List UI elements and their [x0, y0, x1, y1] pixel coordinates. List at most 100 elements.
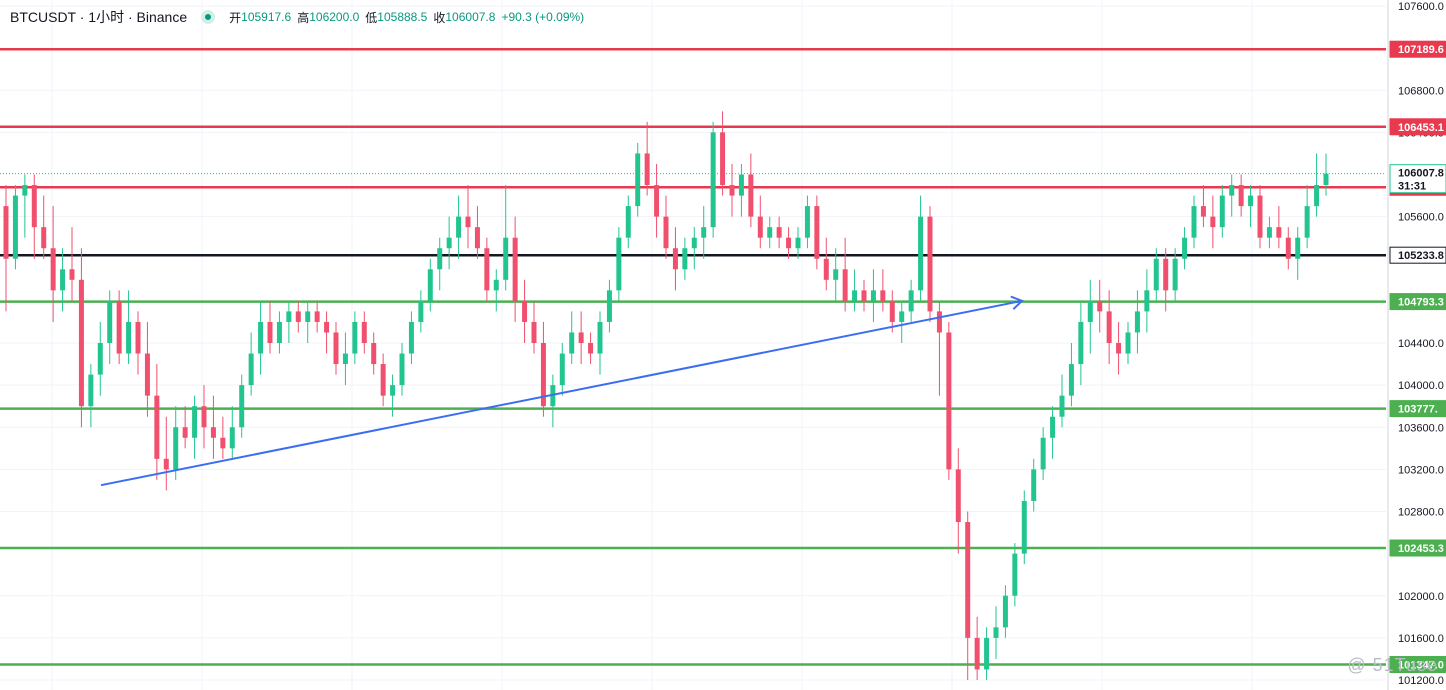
candle-body — [616, 237, 622, 291]
candle-body — [512, 237, 518, 301]
candle-body — [927, 216, 933, 312]
candle — [738, 163, 744, 217]
candle — [60, 248, 66, 312]
candle — [484, 237, 490, 301]
candle-body — [1040, 437, 1046, 470]
candle-body — [324, 321, 330, 333]
candle-body — [390, 385, 396, 396]
level-tag-box — [1389, 539, 1446, 557]
candle — [1276, 206, 1282, 249]
candle-body — [1116, 343, 1122, 354]
candle — [69, 227, 75, 301]
candles — [3, 111, 1329, 680]
candle — [918, 195, 924, 301]
level-price-tag: 101347.0 — [1389, 656, 1446, 674]
level-tag-text: 103777. — [1398, 404, 1438, 416]
candle — [578, 311, 584, 365]
level-tag-text: 102453.3 — [1398, 543, 1444, 555]
level-tag-text: 107189.6 — [1398, 44, 1444, 56]
candle-body — [918, 216, 924, 291]
candle-body — [229, 427, 235, 449]
candle — [1295, 227, 1301, 280]
open-label: 开 — [229, 10, 242, 25]
watermark: @ 51Tuse — [1347, 655, 1438, 675]
candle — [427, 258, 433, 312]
candle — [757, 195, 763, 249]
candle — [559, 343, 565, 396]
candle-body — [1078, 321, 1084, 365]
price-axis[interactable]: 107600.0106800.0106400.0105600.0104400.0… — [1387, 0, 1446, 690]
candle-body — [1314, 185, 1320, 207]
candle — [50, 206, 56, 322]
symbol-title[interactable]: BTCUSDT · 1小时 · Binance — [10, 9, 188, 25]
axis-tick-label: 105600.0 — [1398, 212, 1444, 224]
axis-tick-label: 107600.0 — [1398, 1, 1444, 13]
candle — [540, 321, 546, 417]
candle-body — [408, 321, 414, 354]
candle — [333, 321, 339, 375]
candle-body — [974, 637, 980, 670]
candle — [116, 290, 122, 365]
axis-tick-label: 106800.0 — [1398, 85, 1444, 97]
candle — [295, 300, 301, 333]
candle — [852, 269, 858, 312]
candle-body — [720, 132, 726, 186]
candle-body — [380, 364, 386, 396]
axis-background — [1388, 0, 1446, 690]
candle — [1087, 279, 1093, 354]
candle — [1257, 185, 1263, 249]
axis-tick-label: 102000.0 — [1398, 591, 1444, 603]
candle-body — [305, 311, 311, 322]
candle-body — [258, 321, 264, 354]
candle — [1134, 290, 1140, 354]
candle-body — [559, 353, 565, 386]
candle-body — [1257, 195, 1263, 238]
chart-grid — [0, 0, 1386, 690]
level-price-tag: 106453.1 — [1389, 118, 1446, 136]
candle-body — [173, 427, 179, 470]
candle-body — [484, 248, 490, 291]
candle — [201, 385, 207, 449]
candle — [1266, 216, 1272, 249]
candle-body — [701, 227, 707, 238]
candle — [1116, 321, 1122, 375]
candle-body — [116, 300, 122, 354]
candle-body — [126, 321, 132, 354]
candle — [984, 627, 990, 680]
candle — [1068, 343, 1074, 407]
close-value: 106007.8 — [445, 10, 496, 24]
candle-body — [993, 627, 999, 638]
horizontal-levels[interactable] — [0, 47, 1386, 666]
trendline[interactable] — [100, 295, 1024, 487]
candle — [804, 195, 810, 249]
candle-body — [804, 206, 810, 238]
candle — [154, 364, 160, 480]
candle — [210, 395, 216, 459]
candle-body — [1210, 216, 1216, 228]
candle — [173, 406, 179, 480]
candle-body — [955, 469, 961, 523]
candle-body — [88, 374, 94, 407]
candle — [814, 195, 820, 270]
candle — [3, 185, 9, 312]
level-tag-box — [1389, 118, 1446, 136]
candle — [276, 311, 282, 354]
candle — [776, 216, 782, 249]
candle — [635, 142, 641, 217]
candle-body — [899, 311, 905, 322]
candle — [880, 269, 886, 312]
candle — [465, 185, 471, 249]
candle — [1238, 174, 1244, 217]
candle-body — [192, 406, 198, 438]
candle — [97, 321, 103, 396]
candle-body — [22, 185, 28, 196]
candle — [380, 353, 386, 407]
candle — [899, 300, 905, 343]
axis-tick-label: 104400.0 — [1398, 338, 1444, 350]
candle — [710, 121, 716, 238]
candle-body — [729, 185, 735, 196]
candle — [946, 321, 952, 480]
candle-body — [748, 174, 754, 217]
open-value: 105917.6 — [241, 10, 292, 24]
